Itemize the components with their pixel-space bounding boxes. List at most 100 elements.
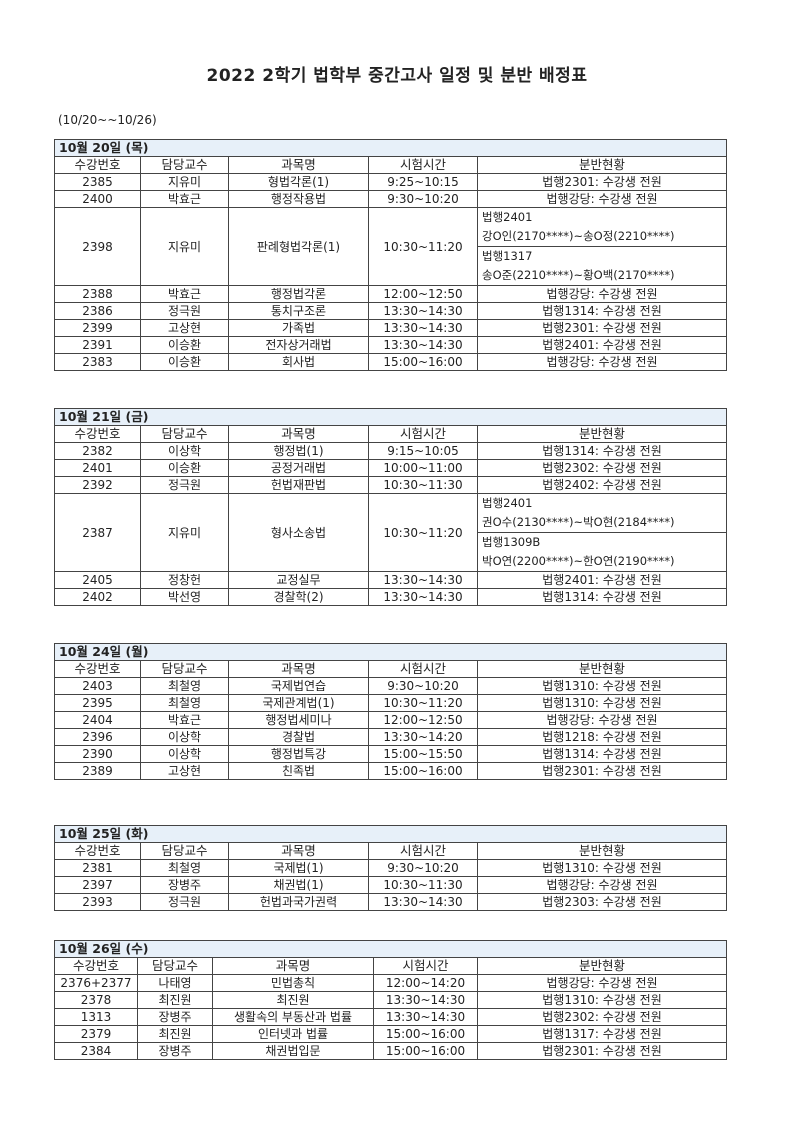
professor: 이상학	[140, 745, 229, 763]
room-assignment: 법행2401: 수강생 전원	[476, 571, 728, 589]
table-row: 2389 고상현 친족법 15:00~16:00 법행2301: 수강생 전원	[54, 762, 728, 780]
table-row: 2401 이승환 공정거래법 10:00~11:00 법행2302: 수강생 전원	[54, 459, 728, 477]
room-assignment: 법행1310: 수강생 전원	[476, 694, 728, 712]
header-exam-time: 시험시간	[368, 660, 478, 678]
header-course-name: 과목명	[212, 957, 374, 975]
exam-time: 9:30~10:20	[368, 190, 478, 208]
exam-time: 9:15~10:05	[368, 442, 478, 460]
course-number: 2404	[54, 711, 141, 729]
course-number: 2381	[54, 859, 141, 877]
professor: 박효근	[140, 285, 229, 303]
header-professor: 담당교수	[140, 842, 229, 860]
professor: 지유미	[140, 207, 229, 286]
exam-time: 9:25~10:15	[368, 173, 478, 191]
table-row: 2386 정극원 통치구조론 13:30~14:30 법행1314: 수강생 전원	[54, 302, 728, 320]
date-header: 10월 24일 (월)	[53, 643, 728, 661]
header-room-assignment: 분반현황	[476, 156, 728, 174]
header-room-assignment: 분반현황	[476, 425, 728, 443]
table-row: 2402 박선영 경찰학(2) 13:30~14:30 법행1314: 수강생 전원	[54, 588, 728, 606]
date-header: 10월 25일 (화)	[53, 825, 728, 843]
exam-time: 10:00~11:00	[368, 459, 478, 477]
split-room: 법행1309B	[482, 535, 541, 549]
course-number: 2389	[54, 762, 141, 780]
exam-schedule-table: 10월 21일 (금) 수강번호 담당교수 과목명 시험시간 분반현황 2382 이상학 행정법…	[53, 408, 728, 606]
exam-time: 13:30~14:30	[368, 588, 478, 606]
room-assignment: 법행1310: 수강생 전원	[476, 991, 728, 1009]
exam-time: 15:00~15:50	[368, 745, 478, 763]
exam-time: 13:30~14:30	[368, 302, 478, 320]
date-header: 10월 21일 (금)	[53, 408, 728, 426]
header-course-number: 수강번호	[54, 156, 141, 174]
professor: 나태영	[137, 974, 213, 992]
exam-schedule-table: 10월 26일 (수) 수강번호 담당교수 과목명 시험시간 분반현황 2376+2377 나…	[53, 940, 728, 1060]
room-assignment: 법행1218: 수강생 전원	[476, 728, 728, 746]
exam-schedule-table: 10월 20일 (목) 수강번호 담당교수 과목명 시험시간 분반현황 2385 지유미 형법각…	[53, 139, 728, 371]
table-row: 2400 박효근 행정작용법 9:30~10:20 법행강당: 수강생 전원	[54, 190, 728, 208]
exam-time: 9:30~10:20	[368, 677, 478, 695]
course-name: 생활속의 부동산과 법률	[212, 1008, 374, 1026]
header-course-name: 과목명	[228, 156, 369, 174]
table-row: 2383 이승환 회사법 15:00~16:00 법행강당: 수강생 전원	[54, 353, 728, 371]
course-name: 형사소송법	[228, 493, 369, 572]
table-row: 2392 정극원 헌법재판법 10:30~11:30 법행2402: 수강생 전원	[54, 476, 728, 494]
course-number: 2378	[54, 991, 138, 1009]
table-row: 2378 최진원 최진원 13:30~14:30 법행1310: 수강생 전원	[54, 991, 728, 1009]
course-name: 행정법특강	[228, 745, 369, 763]
course-number: 2384	[54, 1042, 138, 1060]
room-assignment: 법행1314: 수강생 전원	[476, 442, 728, 460]
split-students: 박O연(2200****)~한O연(2190****)	[482, 554, 675, 568]
room-assignment: 법행강당: 수강생 전원	[476, 876, 728, 894]
professor: 지유미	[140, 493, 229, 572]
table-row: 2384 장병주 채권법입문 15:00~16:00 법행2301: 수강생 전원	[54, 1042, 728, 1060]
page-title: 2022 2학기 법학부 중간고사 일정 및 분반 배정표	[206, 66, 588, 86]
professor: 고상현	[140, 762, 229, 780]
course-number: 2403	[54, 677, 141, 695]
exam-time: 13:30~14:20	[368, 728, 478, 746]
room-assignment: 법행2303: 수강생 전원	[476, 893, 728, 911]
exam-time: 15:00~16:00	[373, 1025, 478, 1043]
room-assignment: 법행강당: 수강생 전원	[476, 190, 728, 208]
table-row: 1313 장병주 생활속의 부동산과 법률 13:30~14:30 법행2302: 수강…	[54, 1008, 728, 1026]
table-row-split: 법행1317 송O준(2210****)~황O백(2170****)	[55, 246, 728, 286]
exam-time: 13:30~14:30	[368, 893, 478, 911]
professor: 이승환	[140, 353, 229, 371]
exam-time: 12:00~12:50	[368, 711, 478, 729]
table-row: 2385 지유미 형법각론(1) 9:25~10:15 법행2301: 수강생 전원	[54, 173, 728, 191]
course-name: 민법총칙	[212, 974, 374, 992]
room-assignment-split: 법행2401 권O수(2130****)~박O현(2184****)	[476, 493, 728, 533]
course-name: 공정거래법	[228, 459, 369, 477]
room-assignment: 법행강당: 수강생 전원	[476, 711, 728, 729]
table-row: 2404 박효근 행정법세미나 12:00~12:50 법행강당: 수강생 전원	[54, 711, 728, 729]
course-name: 헌법과국가권력	[228, 893, 369, 911]
exam-time: 10:30~11:30	[368, 476, 478, 494]
room-assignment: 법행강당: 수강생 전원	[476, 974, 728, 992]
professor: 정창헌	[140, 571, 229, 589]
header-room-assignment: 분반현황	[476, 660, 728, 678]
table-row: 2391 이승환 전자상거래법 13:30~14:30 법행2401: 수강생 전원	[54, 336, 728, 354]
room-assignment: 법행1310: 수강생 전원	[476, 677, 728, 695]
date-header: 10월 26일 (수)	[53, 940, 728, 958]
course-name: 경찰학(2)	[228, 588, 369, 606]
professor: 지유미	[140, 173, 229, 191]
header-professor: 담당교수	[140, 425, 229, 443]
room-assignment: 법행2401: 수강생 전원	[476, 336, 728, 354]
professor: 이상학	[140, 728, 229, 746]
exam-time: 10:30~11:20	[368, 493, 478, 572]
exam-time: 15:00~16:00	[368, 762, 478, 780]
room-assignment: 법행2402: 수강생 전원	[476, 476, 728, 494]
split-room: 법행1317	[482, 249, 533, 263]
professor: 정극원	[140, 476, 229, 494]
split-room: 법행2401	[482, 210, 533, 224]
professor: 고상현	[140, 319, 229, 337]
professor: 정극원	[140, 893, 229, 911]
course-number: 1313	[54, 1008, 138, 1026]
course-name: 전자상거래법	[228, 336, 369, 354]
room-assignment: 법행2301: 수강생 전원	[476, 173, 728, 191]
course-name: 통치구조론	[228, 302, 369, 320]
room-assignment: 법행1314: 수강생 전원	[476, 302, 728, 320]
course-number: 2395	[54, 694, 141, 712]
table-row: 2398 지유미 판례형법각론(1) 10:30~11:20 법행2401 강O인(217…	[54, 207, 728, 286]
header-professor: 담당교수	[140, 660, 229, 678]
course-number: 2383	[54, 353, 141, 371]
